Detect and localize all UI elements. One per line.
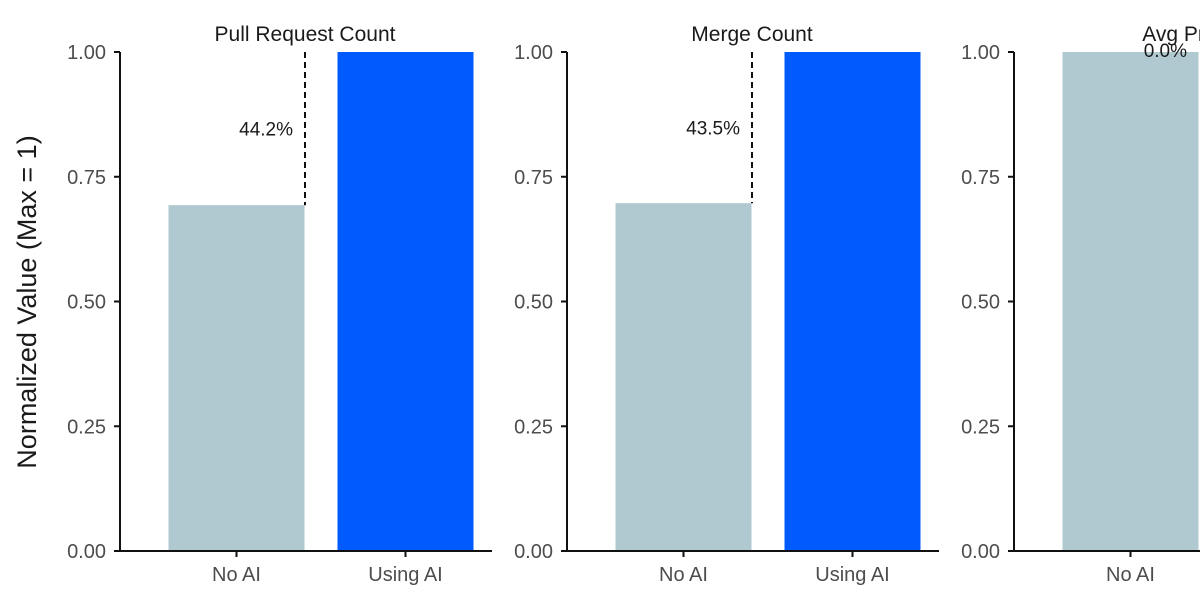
difference-label: 44.2%: [239, 120, 293, 141]
panel-3: 0.00 0.25 0.50 0.75 1.00 No AI Avg Pr To M0.0%: [961, 23, 1200, 586]
x-tick-label: No AI: [1106, 564, 1155, 586]
y-tick-label: 0.75: [514, 167, 553, 189]
panel-title: Pull Request Count: [215, 23, 396, 46]
bar-no-ai: [615, 203, 752, 551]
bar-using-ai: [784, 52, 921, 551]
bar-using-ai: [337, 52, 474, 551]
y-tick-label: 0.50: [67, 292, 106, 314]
chart-panels: 0.00 0.25 0.50 0.75 1.00 No AI Using AI Pull Re…: [67, 23, 1200, 586]
y-tick-label: 0.75: [961, 167, 1000, 189]
y-tick-label: 0.75: [67, 167, 106, 189]
panel-title: Avg Pr To M: [1142, 23, 1200, 46]
panel-title: Merge Count: [691, 23, 813, 46]
y-tick-label: 0.50: [961, 292, 1000, 314]
x-tick-label: No AI: [659, 564, 708, 586]
y-tick-label: 0.50: [514, 292, 553, 314]
x-tick-label: Using AI: [368, 564, 442, 586]
panel-1: 0.00 0.25 0.50 0.75 1.00 No AI Using AI Pull Re…: [67, 23, 492, 586]
y-tick-label: 1.00: [514, 42, 553, 64]
difference-label: 0.0%: [1144, 41, 1187, 62]
y-tick-label: 0.25: [67, 416, 106, 438]
y-tick-label: 1.00: [67, 42, 106, 64]
x-tick-label: No AI: [212, 564, 261, 586]
y-axis-title: Normalized Value (Max = 1): [12, 135, 42, 468]
difference-label: 43.5%: [686, 119, 740, 140]
y-tick-label: 0.25: [514, 416, 553, 438]
y-tick-label: 0.25: [961, 416, 1000, 438]
panel-2: 0.00 0.25 0.50 0.75 1.00 No AI Using AI Merge C…: [514, 23, 939, 586]
bar-no-ai: [168, 205, 305, 551]
y-tick-label: 0.00: [67, 541, 106, 563]
x-tick-label: Using AI: [815, 564, 889, 586]
bar-no-ai: [1062, 52, 1199, 551]
y-tick-label: 0.00: [514, 541, 553, 563]
y-tick-label: 0.00: [961, 541, 1000, 563]
y-tick-label: 1.00: [961, 42, 1000, 64]
